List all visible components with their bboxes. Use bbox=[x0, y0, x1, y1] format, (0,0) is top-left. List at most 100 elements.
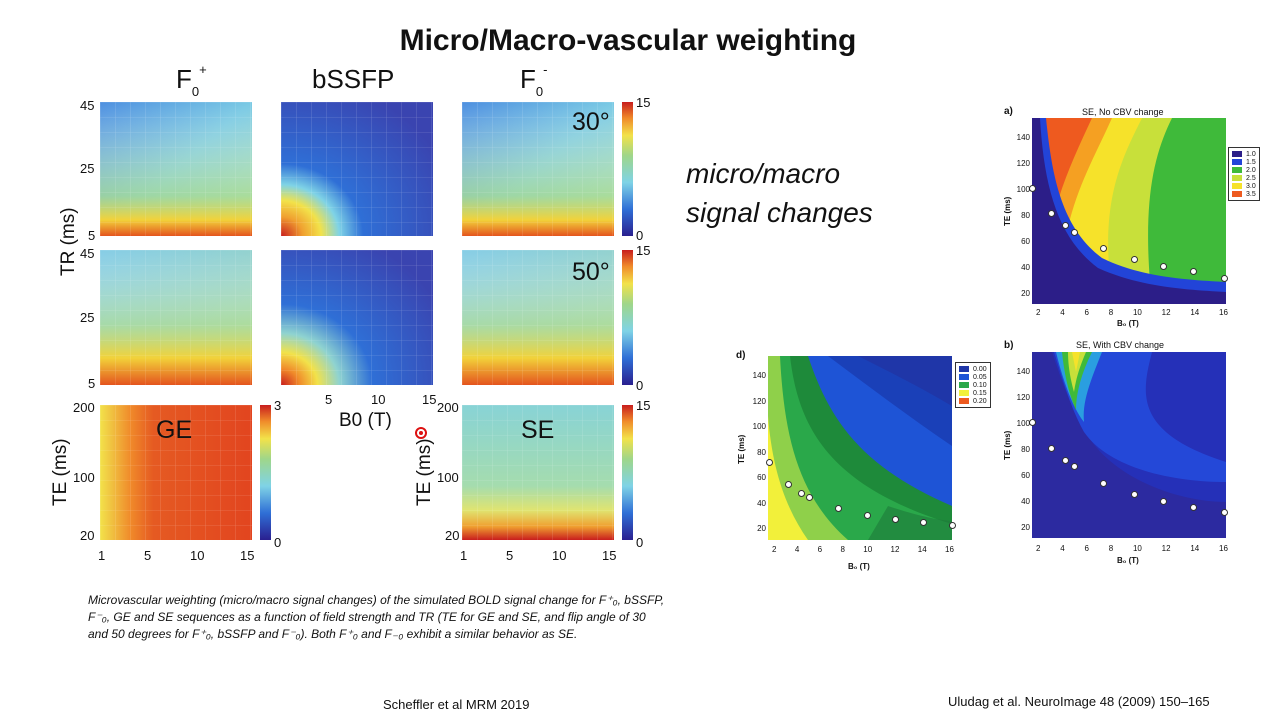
colorbar-50-max: 15 bbox=[636, 243, 651, 258]
pointer-dot-icon bbox=[419, 431, 423, 435]
plot-a-xlabel: B₀ (T) bbox=[1117, 319, 1139, 328]
heatmap-f0minus-50 bbox=[462, 250, 614, 385]
data-point bbox=[798, 490, 805, 497]
data-point bbox=[1062, 457, 1069, 464]
side-text: micro/macro signal changes bbox=[686, 154, 873, 232]
b0-tick: 15 bbox=[240, 548, 255, 563]
b0-tick: 15 bbox=[422, 392, 437, 407]
te-tick: 200 bbox=[73, 400, 95, 415]
plot-d-letter: d) bbox=[736, 350, 746, 361]
data-point bbox=[1190, 504, 1197, 511]
data-point bbox=[1221, 275, 1228, 282]
plot-b-contour bbox=[1032, 352, 1226, 538]
colorbar-ge-max: 3 bbox=[274, 398, 282, 413]
data-point bbox=[864, 512, 871, 519]
plot-d-contour bbox=[768, 356, 952, 540]
ge-label: GE bbox=[156, 416, 193, 444]
data-point bbox=[1048, 445, 1055, 452]
data-point bbox=[766, 459, 773, 466]
tr-axis-label: TR (ms) bbox=[58, 207, 79, 276]
b0-tick: 10 bbox=[552, 548, 567, 563]
data-point bbox=[920, 519, 927, 526]
plot-b-xlabel: B₀ (T) bbox=[1117, 556, 1139, 565]
plot-a-contour bbox=[1032, 118, 1226, 304]
te-tick: 20 bbox=[80, 528, 95, 543]
b0-tick: 1 bbox=[98, 548, 106, 563]
te-tick: 20 bbox=[445, 528, 460, 543]
plot-a-ylabel: TE (ms) bbox=[1003, 196, 1012, 226]
citation-left: Scheffler et al MRM 2019 bbox=[383, 697, 530, 712]
data-point bbox=[1160, 498, 1167, 505]
b0-tick: 1 bbox=[460, 548, 468, 563]
plot-a-yticks: 140 120 100 80 60 40 20 bbox=[1016, 133, 1030, 298]
tr-tick: 5 bbox=[88, 228, 96, 243]
data-point bbox=[785, 481, 792, 488]
te-tick: 200 bbox=[437, 400, 459, 415]
slide-title: Micro/Macro-vascular weighting bbox=[399, 24, 857, 57]
data-point bbox=[892, 516, 899, 523]
b0-tick: 5 bbox=[144, 548, 152, 563]
data-point bbox=[1071, 463, 1078, 470]
b0-tick: 10 bbox=[190, 548, 205, 563]
tr-tick: 5 bbox=[88, 376, 96, 391]
data-point bbox=[1029, 185, 1036, 192]
citation-right: Uludag et al. NeuroImage 48 (2009) 150–1… bbox=[948, 694, 1210, 709]
plot-a-title: SE, No CBV change bbox=[1082, 107, 1164, 117]
data-point bbox=[1221, 509, 1228, 516]
data-point bbox=[1131, 491, 1138, 498]
colorbar-se-max: 15 bbox=[636, 398, 651, 413]
colorbar-se-min: 0 bbox=[636, 535, 644, 550]
data-point bbox=[1029, 419, 1036, 426]
heatmap-se bbox=[462, 405, 614, 540]
b0-tick: 5 bbox=[506, 548, 514, 563]
angle-label-50: 50° bbox=[572, 258, 610, 286]
te-tick: 100 bbox=[437, 470, 459, 485]
colorbar-50-min: 0 bbox=[636, 378, 644, 393]
se-label: SE bbox=[521, 416, 555, 444]
plot-d-yticks: 140 120 100 80 60 40 20 bbox=[752, 371, 766, 533]
plot-b-xticks: 2 4 6 8 10 12 14 16 bbox=[1036, 544, 1228, 553]
data-point bbox=[1071, 229, 1078, 236]
plot-d-xlabel: B₀ (T) bbox=[848, 562, 870, 571]
b0-axis-label: B0 (T) bbox=[339, 410, 392, 431]
heatmap-f0minus-30 bbox=[462, 102, 614, 236]
heatmap-bssfp-50 bbox=[281, 250, 433, 385]
data-point bbox=[1160, 263, 1167, 270]
plot-a-letter: a) bbox=[1004, 106, 1013, 117]
plot-b-title: SE, With CBV change bbox=[1076, 340, 1165, 350]
b0-tick: 10 bbox=[371, 392, 386, 407]
angle-label-30: 30° bbox=[572, 108, 610, 136]
tr-tick: 45 bbox=[80, 98, 95, 113]
data-point bbox=[1190, 268, 1197, 275]
plot-d-xticks: 2 4 6 8 10 12 14 16 bbox=[772, 545, 954, 554]
colorbar-ge-min: 0 bbox=[274, 535, 282, 550]
plot-b-ylabel: TE (ms) bbox=[1003, 430, 1012, 460]
plot-a-xticks: 2 4 6 8 10 12 14 16 bbox=[1036, 308, 1228, 317]
heatmap-f0plus-50 bbox=[100, 250, 252, 385]
te-tick: 100 bbox=[73, 470, 95, 485]
side-text-line2: signal changes bbox=[686, 197, 873, 228]
data-point bbox=[1048, 210, 1055, 217]
heatmap-bssfp-30 bbox=[281, 102, 433, 236]
b0-tick: 15 bbox=[602, 548, 617, 563]
data-point bbox=[1062, 222, 1069, 229]
colorbar-30-max: 15 bbox=[636, 95, 651, 110]
data-point bbox=[949, 522, 956, 529]
colorbar-30 bbox=[622, 102, 633, 236]
figure-caption: Microvascular weighting (micro/macro sig… bbox=[88, 593, 665, 641]
te-axis-label-left: TE (ms) bbox=[50, 438, 71, 506]
te-axis-label-right: TE (ms) bbox=[414, 438, 435, 506]
plot-a-legend: 1.0 1.5 2.0 2.5 3.0 3.5 bbox=[1228, 147, 1260, 201]
colorbar-50 bbox=[622, 250, 633, 385]
pointer-ring-icon bbox=[415, 427, 427, 439]
tr-tick: 25 bbox=[80, 161, 95, 176]
data-point bbox=[1100, 245, 1107, 252]
colorbar-se bbox=[622, 405, 633, 540]
plot-d-legend: 0.00 0.05 0.10 0.15 0.20 bbox=[955, 362, 991, 408]
heatmap-ge bbox=[100, 405, 252, 540]
colorbar-ge bbox=[260, 405, 271, 540]
plot-b-letter: b) bbox=[1004, 340, 1014, 351]
data-point bbox=[1131, 256, 1138, 263]
side-text-line1: micro/macro bbox=[686, 158, 841, 189]
heatmap-f0plus-30 bbox=[100, 102, 252, 236]
